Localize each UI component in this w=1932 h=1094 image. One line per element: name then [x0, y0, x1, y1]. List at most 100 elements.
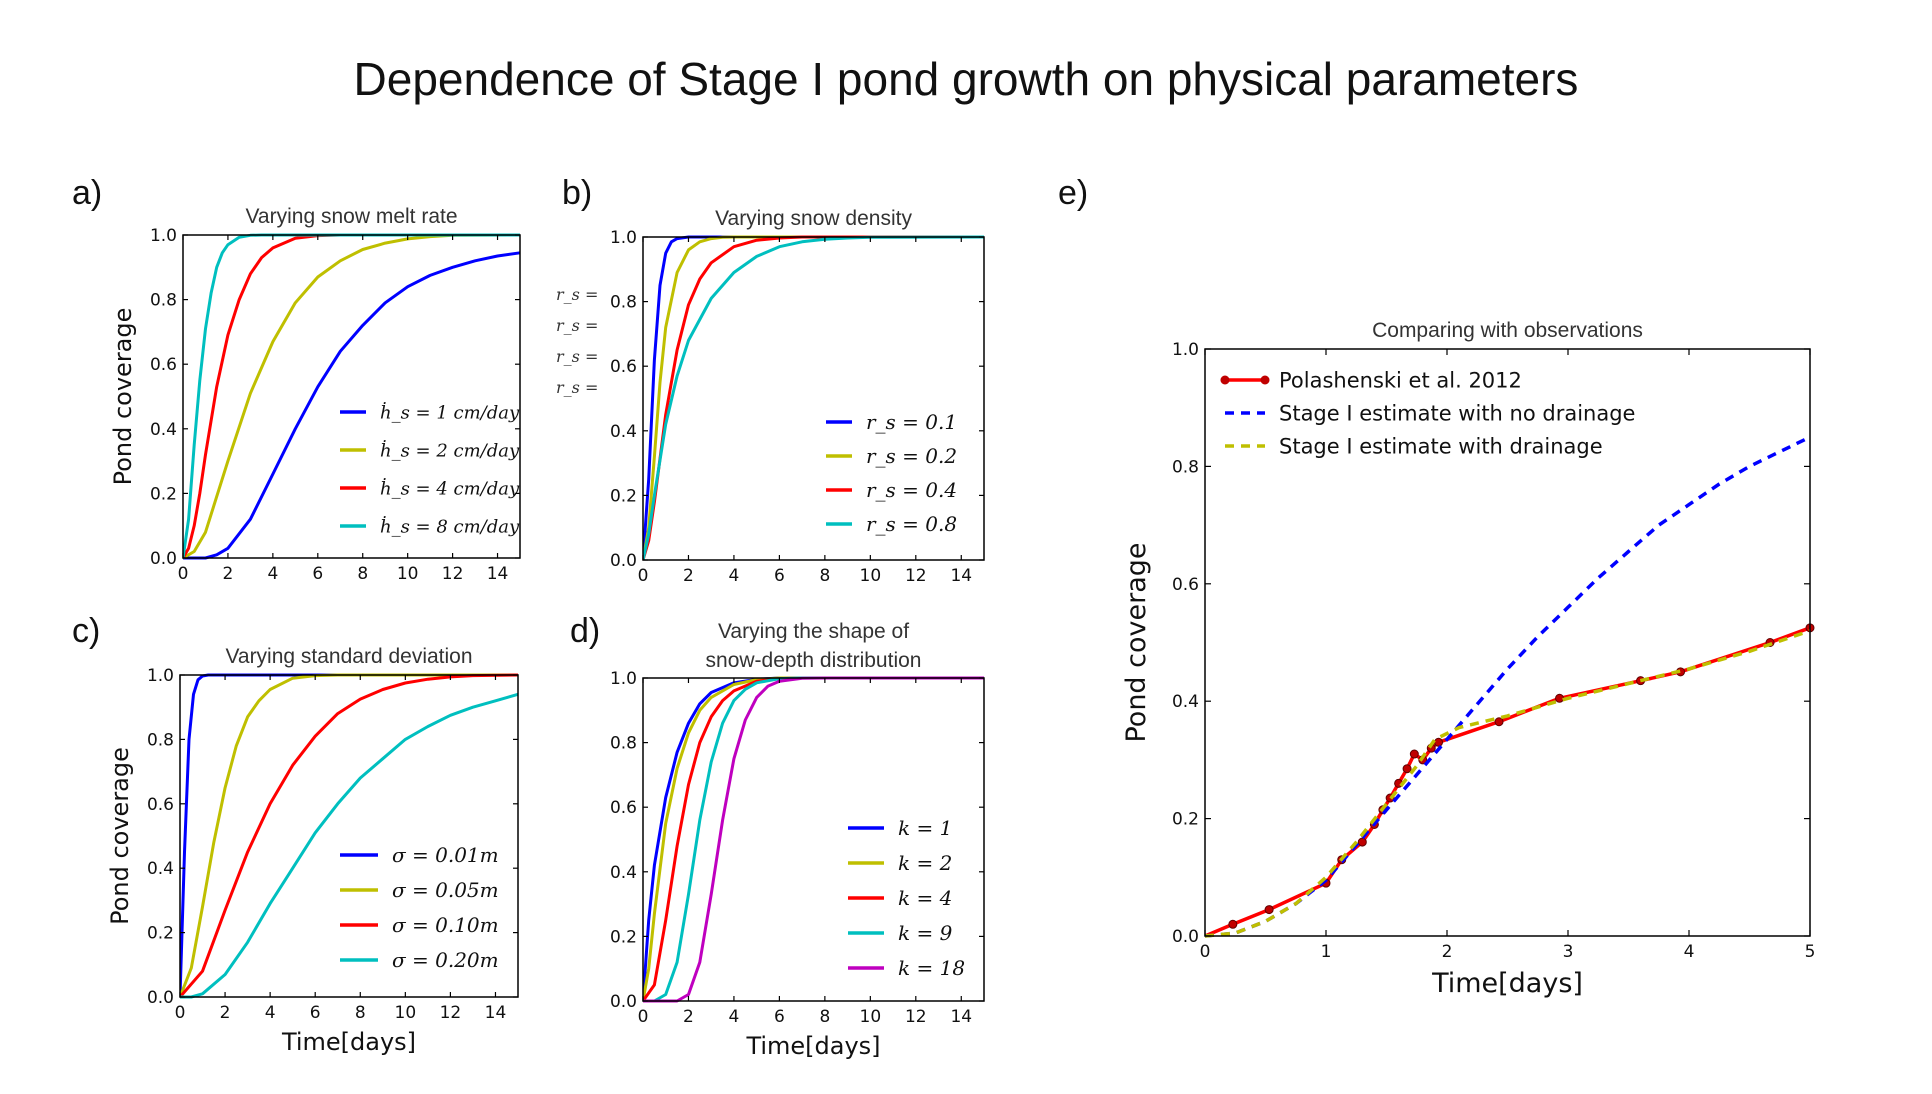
x-tick-label-b-6: 12 — [905, 566, 927, 586]
y-tick-label-b-0: 0.0 — [610, 551, 637, 571]
x-tick-label-a-2: 4 — [267, 564, 278, 584]
slide-title: Dependence of Stage I pond growth on phy… — [353, 53, 1579, 105]
y-axis-label-a: Pond coverage — [109, 308, 137, 486]
panel-letter-c: c) — [72, 612, 101, 650]
series-line-e-1 — [1205, 435, 1811, 938]
y-tick-label-e-1: 0.2 — [1172, 810, 1199, 830]
y-tick-label-d-0: 0.0 — [610, 992, 637, 1012]
y-tick-label-c-0: 0.0 — [147, 988, 174, 1008]
x-tick-label-c-7: 14 — [485, 1003, 507, 1023]
legend-label-b-2: r_s = 0.4 — [866, 478, 957, 502]
x-axis-label-c: Time[days] — [281, 1028, 416, 1056]
series-line-c-3 — [180, 692, 519, 999]
x-tick-label-d-0: 0 — [638, 1007, 649, 1027]
y-tick-label-c-3: 0.6 — [147, 795, 174, 815]
x-tick-label-d-2: 4 — [729, 1007, 740, 1027]
data-point-e-0-14 — [1434, 737, 1444, 747]
data-point-e-0-15 — [1494, 717, 1504, 727]
x-tick-label-b-1: 2 — [683, 566, 694, 586]
chart-d: Varying the shape of snow-depth distribut… — [610, 620, 985, 1060]
legend-label-e-0: Polashenski et al. 2012 — [1279, 368, 1522, 392]
series-line-a-2 — [183, 233, 520, 559]
data-point-e-0-5 — [1357, 837, 1367, 847]
y-axis-label-e: Pond coverage — [1121, 542, 1152, 742]
x-axis-label-d: Time[days] — [745, 1032, 880, 1060]
legend-marker-e-end — [1260, 375, 1270, 385]
x-tick-label-b-4: 8 — [819, 566, 830, 586]
x-tick-label-a-7: 14 — [487, 564, 509, 584]
y-tick-label-e-2: 0.4 — [1172, 692, 1199, 712]
x-tick-label-e-0: 0 — [1200, 942, 1211, 962]
x-tick-label-a-1: 2 — [223, 564, 234, 584]
legend-label-e-1: Stage I estimate with no drainage — [1279, 401, 1635, 425]
y-tick-label-b-4: 0.8 — [610, 293, 637, 313]
plot-frame-a — [182, 234, 521, 559]
series-line-b-3 — [643, 235, 985, 561]
series-line-a-3 — [183, 233, 520, 559]
series-line-a-0 — [183, 251, 521, 560]
y-tick-label-a-5: 1.0 — [150, 226, 177, 246]
chart-b: Varying snow density 0 2 4 6 8 10 12 14 0.0 0.2 0.4… — [610, 207, 985, 586]
series-line-d-4 — [643, 676, 984, 1003]
plot-frame-e — [1204, 348, 1811, 937]
data-point-e-0-1 — [1228, 919, 1238, 929]
x-tick-label-a-6: 12 — [442, 564, 464, 584]
clipped-fragment-1: r_s = — [556, 316, 598, 335]
panel-letter-b: b) — [562, 174, 593, 212]
data-point-e-0-11 — [1409, 749, 1419, 759]
legend-label-d-4: k = 18 — [898, 956, 965, 980]
y-tick-label-b-2: 0.4 — [610, 422, 637, 442]
clipped-fragment-2: r_s = — [556, 347, 598, 366]
x-tick-label-c-0: 0 — [175, 1003, 186, 1023]
x-tick-label-b-2: 4 — [729, 566, 740, 586]
chart-title-c: Varying standard deviation — [225, 645, 472, 668]
chart-title-d-line-1: snow-depth distribution — [706, 649, 922, 672]
y-tick-label-c-1: 0.2 — [147, 924, 174, 944]
y-tick-label-a-3: 0.6 — [150, 355, 177, 375]
panel-letter-d: d) — [570, 612, 601, 650]
panel-letter-a: a) — [72, 174, 103, 212]
y-tick-label-d-5: 1.0 — [610, 669, 637, 689]
panel-letter-e: e) — [1058, 174, 1089, 212]
x-tick-label-c-2: 4 — [265, 1003, 276, 1023]
x-tick-label-b-3: 6 — [774, 566, 785, 586]
legend-label-a-1: ḣ_s = 2 cm/day — [380, 438, 520, 461]
y-tick-label-b-5: 1.0 — [610, 228, 637, 248]
x-axis-label-e: Time[days] — [1431, 968, 1583, 999]
y-tick-label-b-1: 0.2 — [610, 486, 637, 506]
x-tick-label-e-3: 3 — [1563, 942, 1574, 962]
legend-label-c-1: σ = 0.05m — [392, 878, 499, 902]
chart-title-a: Varying snow melt rate — [245, 205, 457, 228]
x-tick-label-e-2: 2 — [1442, 942, 1453, 962]
legend-label-b-1: r_s = 0.2 — [866, 444, 957, 468]
x-tick-label-e-5: 5 — [1805, 942, 1816, 962]
x-tick-label-c-6: 12 — [440, 1003, 462, 1023]
x-tick-label-e-4: 4 — [1684, 942, 1695, 962]
x-tick-label-d-1: 2 — [683, 1007, 694, 1027]
legend-label-e-2: Stage I estimate with drainage — [1279, 434, 1603, 458]
y-tick-label-d-2: 0.4 — [610, 863, 637, 883]
legend-label-a-3: ḣ_s = 8 cm/day — [380, 514, 520, 537]
x-tick-label-c-5: 10 — [395, 1003, 417, 1023]
y-tick-label-d-1: 0.2 — [610, 927, 637, 947]
data-point-e-0-10 — [1402, 764, 1412, 774]
y-tick-label-c-2: 0.4 — [147, 859, 174, 879]
series-line-e-0 — [1205, 626, 1811, 938]
legend-label-c-3: σ = 0.20m — [392, 948, 499, 972]
y-axis-label-c: Pond coverage — [106, 747, 134, 925]
y-tick-label-e-3: 0.6 — [1172, 575, 1199, 595]
series-line-e-2 — [1205, 629, 1811, 938]
x-tick-label-b-7: 14 — [950, 566, 972, 586]
data-point-e-0-2 — [1264, 905, 1274, 915]
chart-title-d-line-0: Varying the shape of — [718, 620, 909, 643]
x-tick-label-a-0: 0 — [178, 564, 189, 584]
plot-frame-d — [642, 677, 985, 1002]
x-tick-label-b-5: 10 — [860, 566, 882, 586]
chart-title-e: Comparing with observations — [1372, 319, 1643, 342]
x-tick-label-b-0: 0 — [638, 566, 649, 586]
x-tick-label-d-3: 6 — [774, 1007, 785, 1027]
x-tick-label-d-6: 12 — [905, 1007, 927, 1027]
y-tick-label-c-4: 0.8 — [147, 730, 174, 750]
chart-title-b: Varying snow density — [715, 207, 912, 230]
